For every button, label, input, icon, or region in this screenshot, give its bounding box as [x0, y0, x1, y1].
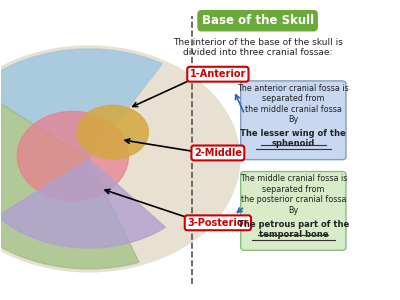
- Text: The petrous part of the
temporal bone: The petrous part of the temporal bone: [238, 220, 349, 239]
- Wedge shape: [0, 88, 139, 269]
- Text: Base of the Skull: Base of the Skull: [202, 14, 314, 27]
- Ellipse shape: [17, 111, 128, 200]
- Ellipse shape: [77, 105, 148, 159]
- FancyBboxPatch shape: [241, 81, 346, 160]
- Text: The middle cranial fossa is
separated from
the posterior cranial fossa
By: The middle cranial fossa is separated fr…: [240, 175, 347, 215]
- Text: The lesser wing of the
sphenoid: The lesser wing of the sphenoid: [240, 129, 346, 148]
- Wedge shape: [0, 159, 165, 248]
- Text: 1-Anterior: 1-Anterior: [190, 69, 246, 79]
- Text: 2-Middle: 2-Middle: [194, 148, 242, 158]
- Text: 3-Posterior: 3-Posterior: [187, 218, 248, 228]
- FancyBboxPatch shape: [241, 172, 346, 250]
- Text: The interior of the base of the skull is
divided into three cranial fossae:: The interior of the base of the skull is…: [173, 38, 342, 57]
- Wedge shape: [0, 49, 162, 159]
- Text: The anterior cranial fossa is
separated from
the middle cranial fossa
By: The anterior cranial fossa is separated …: [238, 84, 349, 124]
- Circle shape: [0, 46, 240, 272]
